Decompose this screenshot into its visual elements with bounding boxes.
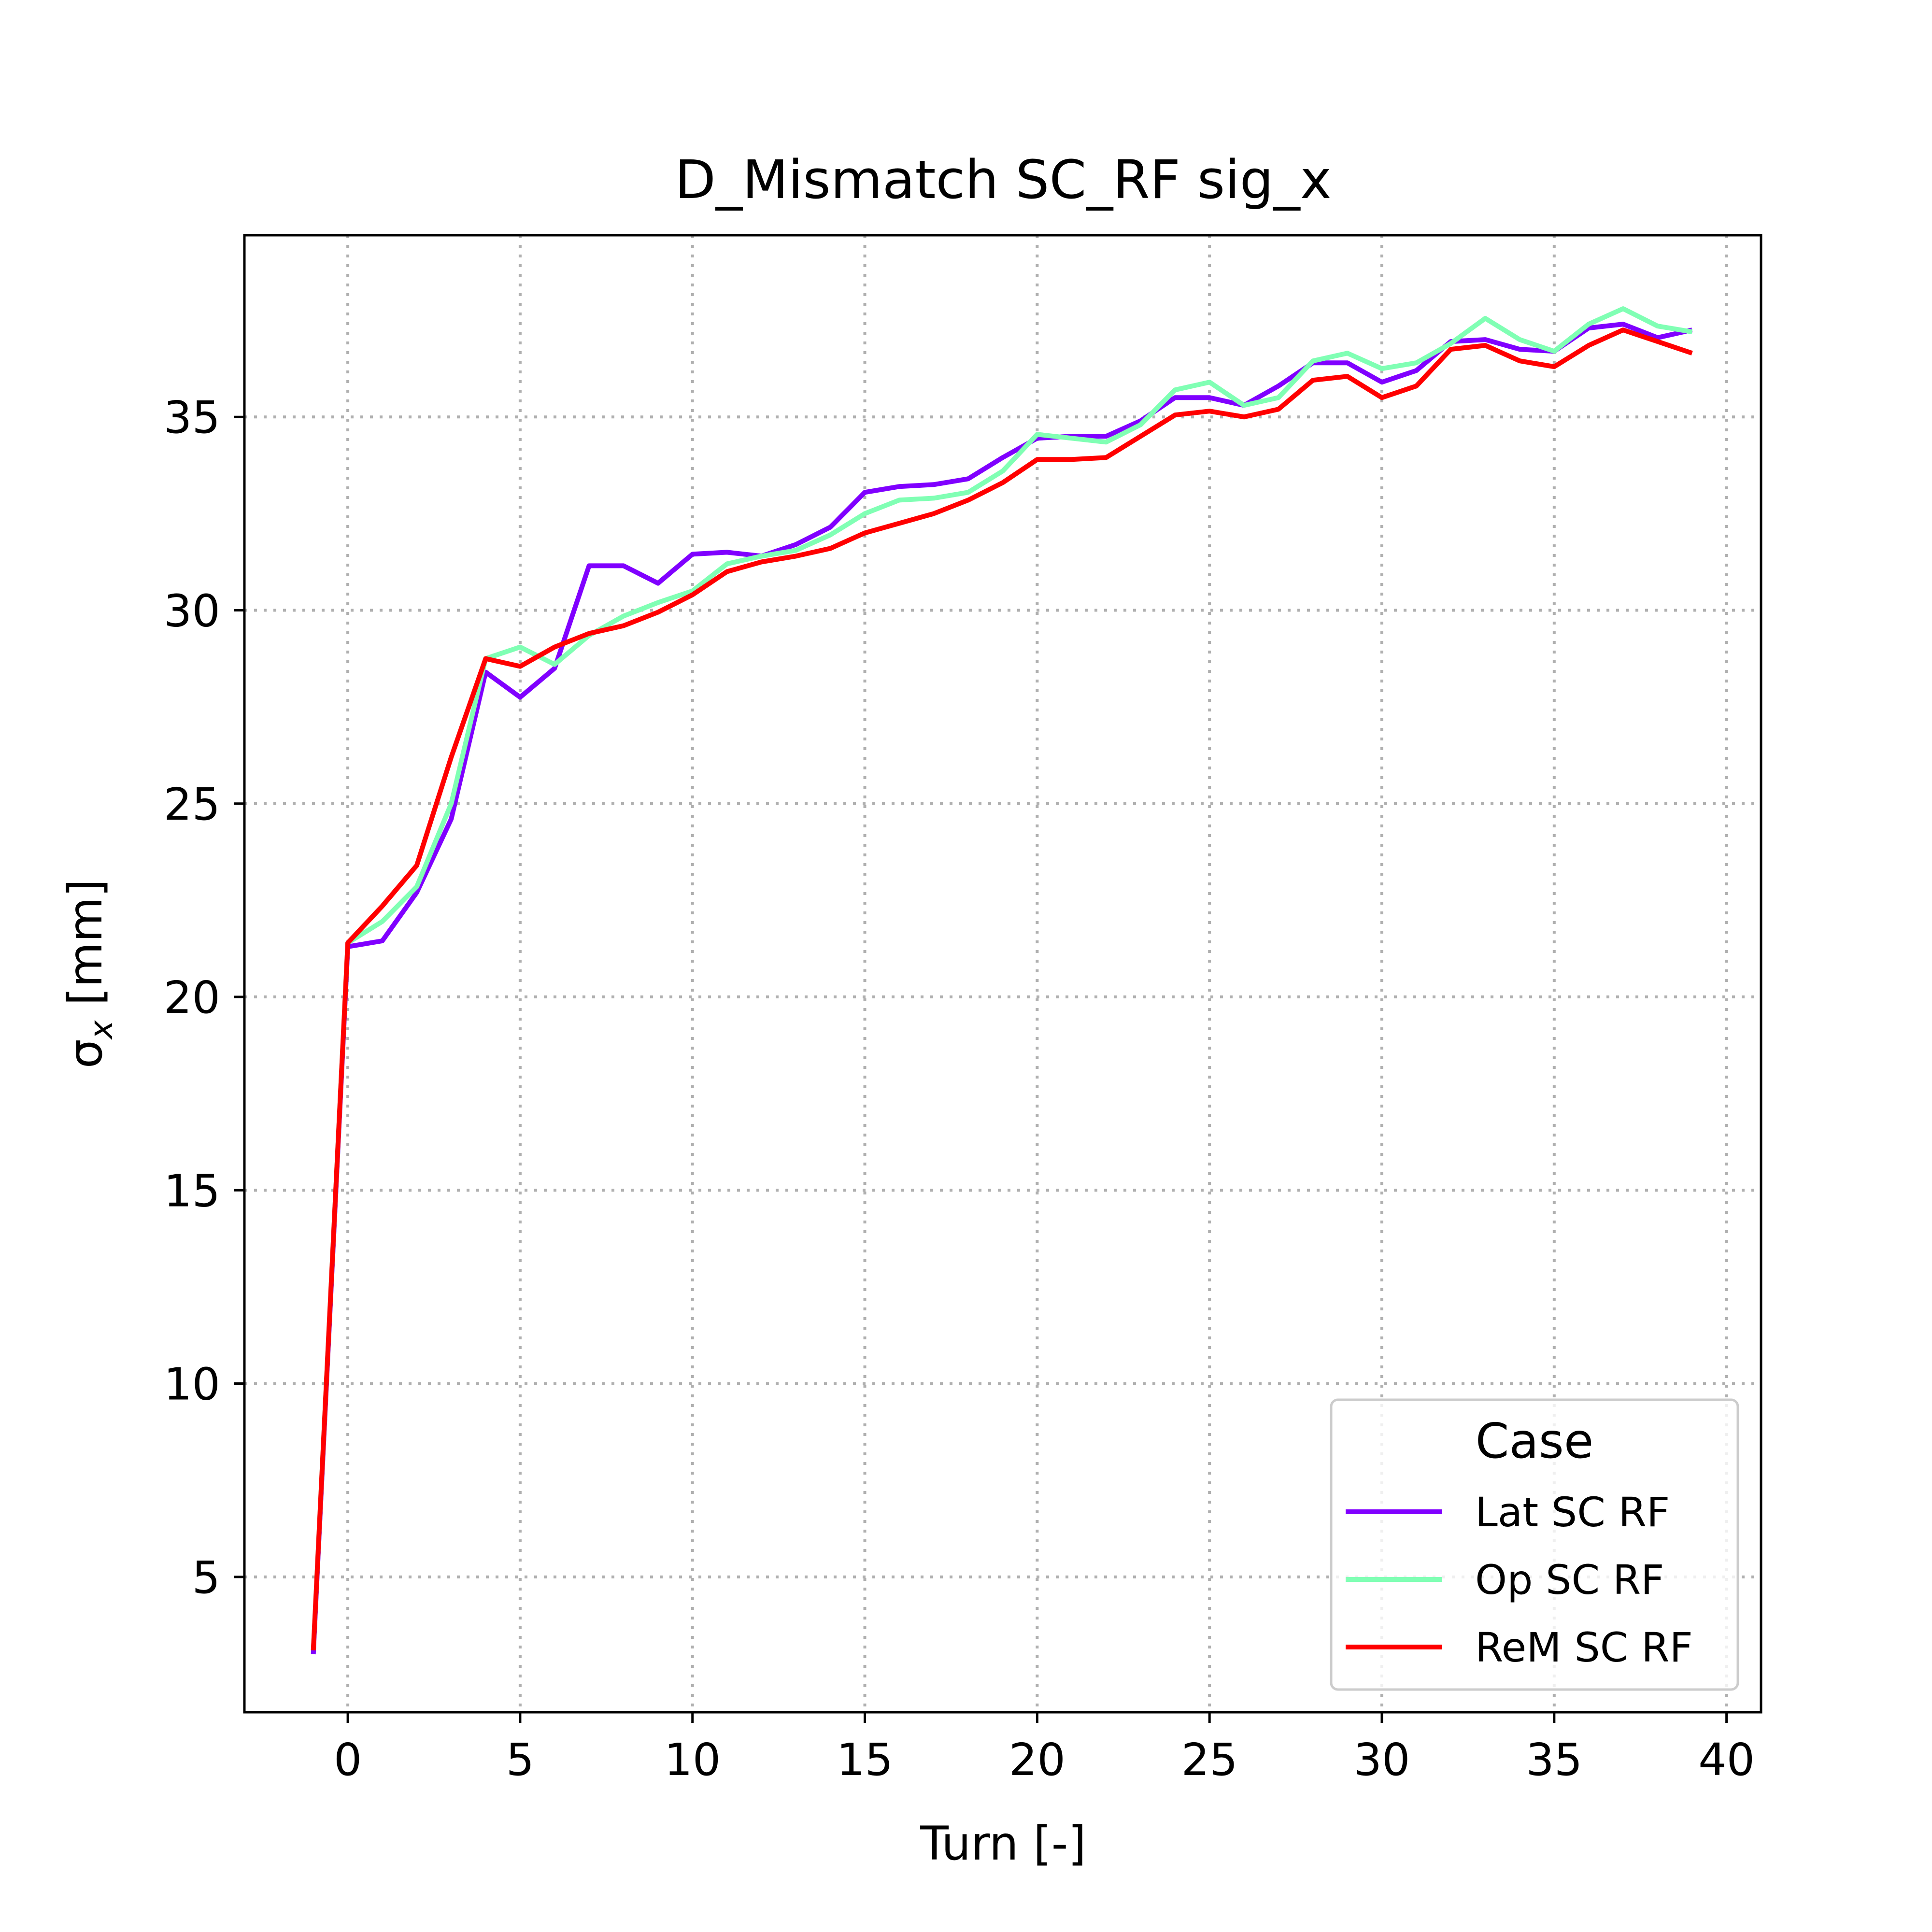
chart-title: D_Mismatch SC_RF sig_x <box>675 149 1331 211</box>
y-tick-label-4: 25 <box>164 779 220 830</box>
x-tick-label-7: 35 <box>1526 1734 1582 1786</box>
y-tick-label-3: 20 <box>164 972 220 1023</box>
x-tick-label-2: 10 <box>664 1734 721 1786</box>
y-tick-label-0: 5 <box>192 1552 220 1604</box>
y-tick-label-2: 15 <box>164 1165 220 1217</box>
x-tick-label-1: 5 <box>506 1734 535 1786</box>
x-tick-label-8: 40 <box>1698 1734 1755 1786</box>
grid-lines <box>244 235 1761 1712</box>
x-tick-label-5: 25 <box>1181 1734 1238 1786</box>
legend-title: Case <box>1476 1413 1594 1469</box>
series-line-op-sc-rf <box>311 306 1693 1651</box>
y-tick-label-6: 35 <box>164 392 220 443</box>
y-axis-label-symbol: σ <box>58 1039 113 1068</box>
y-axis-label-subscript: x <box>83 1020 120 1040</box>
series-lines <box>311 306 1693 1655</box>
legend: Case Lat SC RF Op SC RF ReM SC RF <box>1330 1398 1739 1691</box>
x-tick-label-6: 30 <box>1353 1734 1410 1786</box>
plot-frame <box>243 234 1762 1714</box>
legend-label-rem-sc-rf: ReM SC RF <box>1475 1624 1693 1671</box>
legend-box <box>1330 1398 1739 1691</box>
y-tick-label-5: 30 <box>164 585 220 637</box>
y-tick-label-1: 10 <box>164 1359 220 1410</box>
series-line-lat-sc-rf <box>311 322 1693 1655</box>
x-tick-label-3: 15 <box>837 1734 893 1786</box>
y-axis-label-unit: [mm] <box>58 879 113 1020</box>
legend-label-lat-sc-rf: Lat SC RF <box>1475 1489 1670 1536</box>
x-tick-label-0: 0 <box>334 1734 362 1786</box>
y-axis-label: σx [mm] <box>58 879 120 1068</box>
x-axis-label: Turn [-] <box>920 1817 1086 1871</box>
legend-entries: Lat SC RF Op SC RF ReM SC RF <box>1346 1489 1693 1671</box>
axis-ticks: 0 5 10 15 20 25 30 35 40 5 10 15 20 25 30 35 <box>164 392 1755 1786</box>
series-line-rem-sc-rf <box>311 327 1693 1651</box>
x-tick-label-4: 20 <box>1009 1734 1065 1786</box>
legend-label-op-sc-rf: Op SC RF <box>1475 1556 1664 1604</box>
